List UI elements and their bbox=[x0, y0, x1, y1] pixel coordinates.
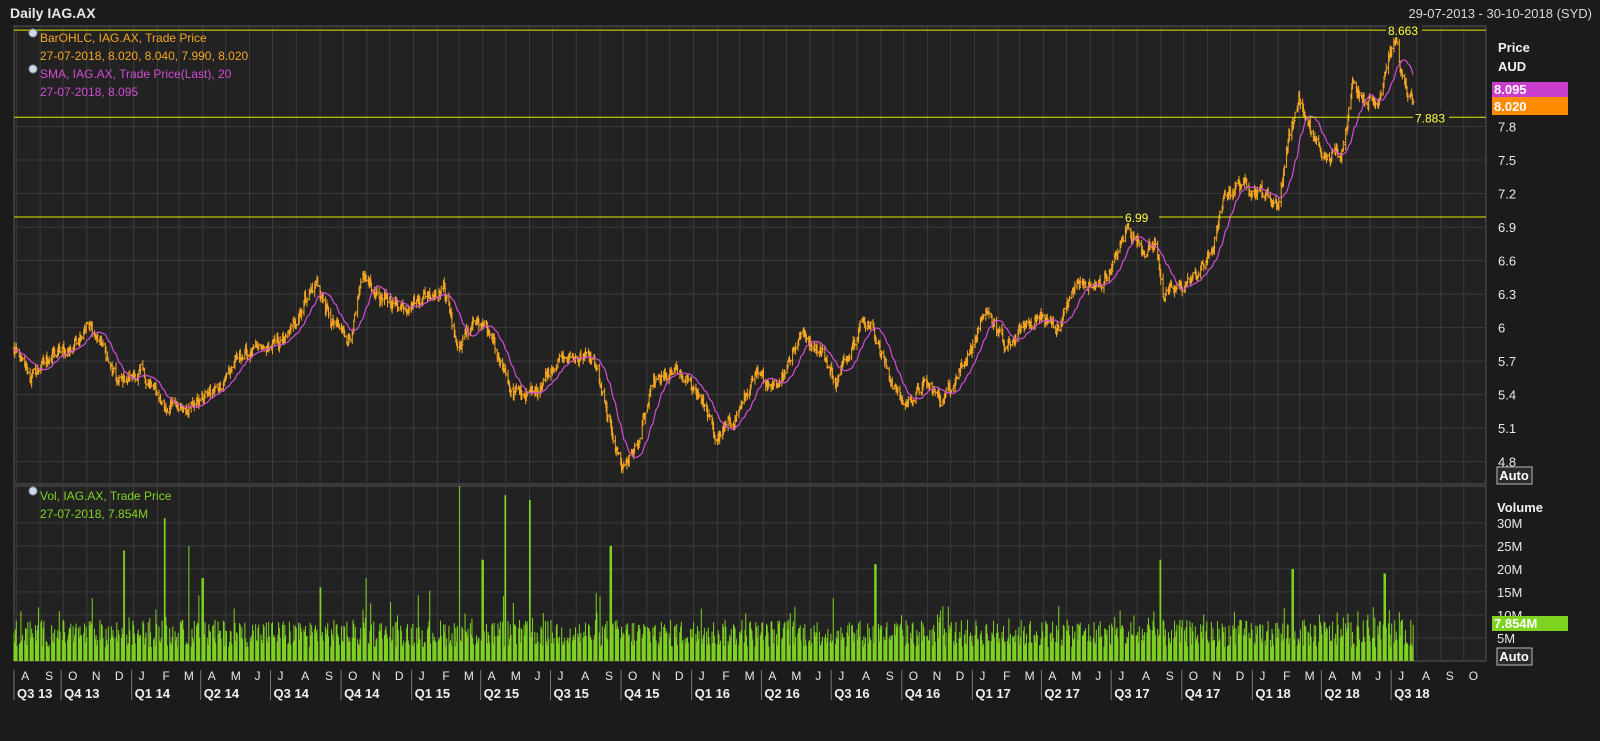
date-range: 29-07-2013 - 30-10-2018 (SYD) bbox=[1408, 6, 1592, 21]
price-plot-frame bbox=[13, 25, 1487, 485]
volume-bars bbox=[13, 486, 1414, 661]
chart-title: Daily IAG.AX bbox=[10, 5, 96, 21]
price-grid bbox=[14, 26, 1486, 484]
